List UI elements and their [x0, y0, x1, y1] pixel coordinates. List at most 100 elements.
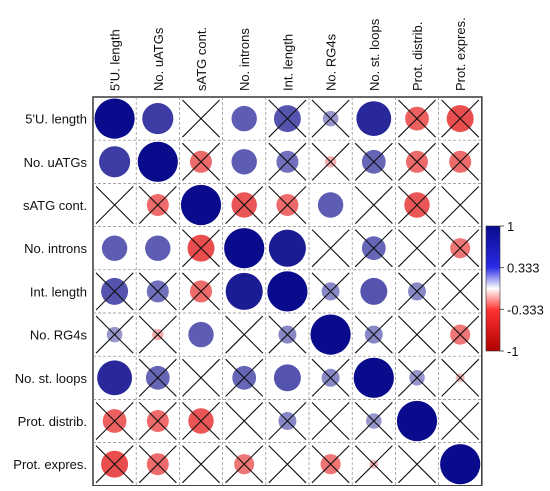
correlation-circle-no-st-loops-5-u-length	[97, 360, 133, 396]
insignificant-cross-mark	[441, 358, 480, 397]
insignificant-cross-mark	[311, 99, 350, 138]
insignificant-cross-mark	[182, 445, 220, 484]
insignificant-cross-mark	[95, 186, 134, 224]
correlation-circle-prot-distrib-prot-distrib	[396, 400, 438, 442]
insignificant-cross-mark	[441, 186, 480, 224]
insignificant-cross-mark	[311, 358, 350, 397]
row-label-satg-cont: sATG cont.	[23, 198, 87, 213]
insignificant-cross-mark	[95, 445, 134, 484]
insignificant-cross-mark	[441, 315, 480, 354]
insignificant-cross-mark	[398, 142, 436, 181]
insignificant-cross-mark	[311, 229, 350, 268]
correlation-circle-no-uatgs-no-introns	[231, 149, 257, 175]
insignificant-cross-mark	[225, 315, 264, 354]
insignificant-cross-mark	[441, 142, 480, 181]
insignificant-cross-mark	[138, 358, 177, 397]
insignificant-cross-mark	[95, 272, 134, 311]
insignificant-cross-mark	[95, 315, 134, 354]
insignificant-cross-mark	[398, 272, 436, 311]
insignificant-cross-mark	[441, 272, 480, 311]
correlation-circle-5-u-length-no-uatgs	[142, 103, 174, 135]
row-labels: 5'U. length No. uATGs sATG cont. No. intron…	[13, 112, 87, 473]
insignificant-cross-mark	[441, 229, 480, 268]
column-label-no-uatgs: No. uATGs	[151, 27, 166, 91]
correlation-circle-no-uatgs-no-uatgs	[137, 141, 178, 182]
column-labels: 5'U. length No. uATGs sATG cont. No. intron…	[108, 17, 469, 91]
insignificant-cross-mark	[311, 402, 350, 440]
insignificant-cross-mark	[398, 186, 436, 224]
colorbar-tick-label: 1	[507, 219, 514, 234]
insignificant-cross-mark	[354, 445, 393, 484]
row-label-prot-expres: Prot. expres.	[13, 457, 87, 472]
insignificant-cross-mark	[354, 402, 393, 440]
correlation-circle-no-uatgs-5-u-length	[99, 146, 131, 178]
correlation-circle-no-introns-no-uatgs	[145, 235, 171, 261]
insignificant-cross-mark	[182, 402, 220, 440]
row-label-no-introns: No. introns	[24, 241, 87, 256]
column-label-prot-expres: Prot. expres.	[453, 17, 468, 91]
insignificant-cross-mark	[182, 229, 220, 268]
insignificant-cross-mark	[225, 402, 264, 440]
correlation-marks	[94, 98, 481, 485]
correlation-circle-no-introns-int-length	[268, 229, 306, 267]
insignificant-cross-mark	[311, 445, 350, 484]
insignificant-cross-mark	[225, 186, 264, 224]
insignificant-cross-mark	[398, 315, 436, 354]
insignificant-cross-mark	[95, 402, 134, 440]
insignificant-cross-mark	[182, 142, 220, 181]
column-label-satg-cont: sATG cont.	[194, 27, 209, 91]
insignificant-cross-mark	[398, 358, 436, 397]
insignificant-cross-mark	[441, 99, 480, 138]
column-label-prot-distrib: Prot. distrib.	[410, 22, 425, 91]
insignificant-cross-mark	[138, 402, 177, 440]
insignificant-cross-mark	[268, 445, 307, 484]
column-label-no-rg4s: No. RG4s	[324, 33, 339, 91]
row-label-no-rg4s: No. RG4s	[30, 328, 88, 343]
insignificant-cross-mark	[268, 142, 307, 181]
colorbar-gradient	[485, 225, 501, 352]
insignificant-cross-mark	[225, 445, 264, 484]
correlation-circle-satg-cont-satg-cont	[180, 184, 222, 226]
insignificant-cross-mark	[311, 142, 350, 181]
colorbar-legend: 1 0.333 -0.333 -1	[485, 219, 544, 359]
insignificant-cross-mark	[354, 186, 393, 224]
colorbar-tick-label: 0.333	[507, 261, 540, 276]
correlation-circle-no-introns-5-u-length	[101, 235, 128, 261]
row-label-no-uatgs: No. uATGs	[24, 155, 88, 170]
insignificant-cross-mark	[398, 445, 436, 484]
colorbar-tick-label: -0.333	[507, 302, 544, 317]
correlation-circle-5-u-length-no-introns	[231, 105, 257, 132]
insignificant-cross-mark	[398, 99, 436, 138]
row-label-no-st-loops: No. st. loops	[15, 371, 88, 386]
correlation-circle-no-rg4s-satg-cont	[188, 321, 214, 348]
column-label-no-introns: No. introns	[237, 28, 252, 91]
correlation-circle-int-length-int-length	[267, 271, 308, 312]
correlation-circle-no-st-loops-no-st-loops	[353, 357, 394, 398]
insignificant-cross-mark	[138, 315, 177, 354]
correlation-circle-int-length-no-st-loops	[360, 277, 388, 305]
column-label-no-st-loops: No. st. loops	[367, 18, 382, 91]
insignificant-cross-mark	[354, 315, 393, 354]
correlation-circle-int-length-no-introns	[225, 272, 263, 310]
insignificant-cross-mark	[268, 186, 307, 224]
insignificant-cross-mark	[182, 358, 220, 397]
insignificant-cross-mark	[354, 142, 393, 181]
row-label-prot-distrib: Prot. distrib.	[18, 414, 87, 429]
row-label-int-length: Int. length	[30, 284, 87, 299]
correlation-circle-no-st-loops-int-length	[273, 364, 301, 392]
insignificant-cross-mark	[138, 445, 177, 484]
insignificant-cross-mark	[354, 229, 393, 268]
insignificant-cross-mark	[398, 229, 436, 268]
row-label-5-u-length: 5'U. length	[25, 112, 87, 127]
column-label-5-u-length: 5'U. length	[108, 29, 123, 91]
insignificant-cross-mark	[268, 99, 307, 138]
column-label-int-length: Int. length	[280, 34, 295, 91]
correlation-circle-prot-expres-prot-expres	[440, 444, 481, 485]
insignificant-cross-mark	[441, 402, 480, 440]
correlation-circle-no-rg4s-no-rg4s	[310, 314, 351, 355]
colorbar-tick-label: -1	[507, 344, 519, 359]
insignificant-cross-mark	[268, 315, 307, 354]
insignificant-cross-mark	[182, 99, 220, 138]
insignificant-cross-mark	[268, 402, 307, 440]
